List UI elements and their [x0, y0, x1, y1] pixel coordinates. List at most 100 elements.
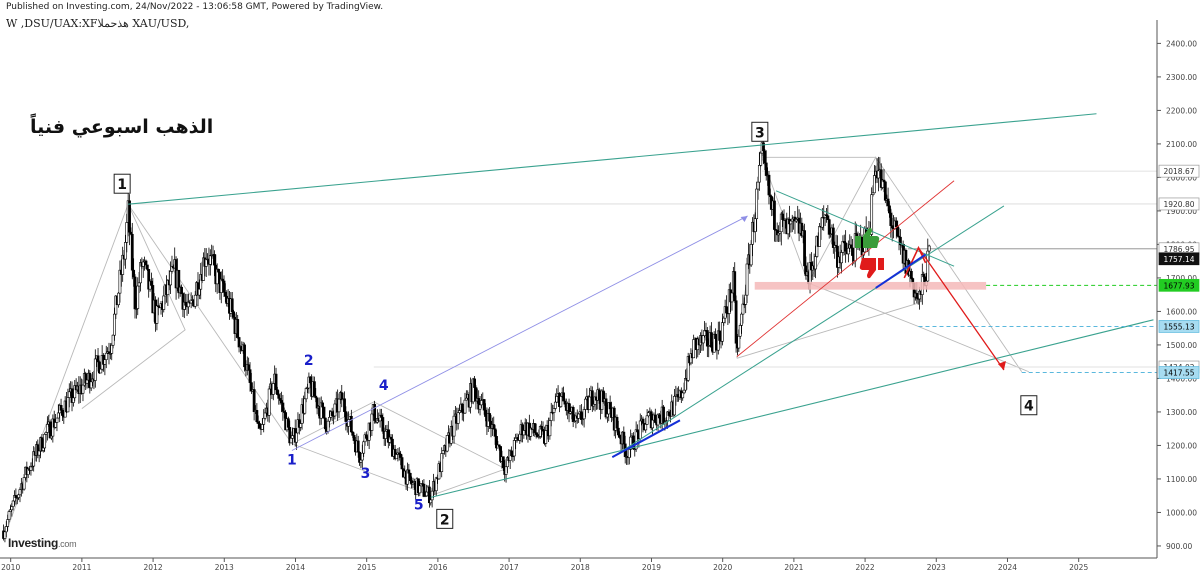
candle — [889, 212, 893, 226]
candle — [422, 483, 426, 497]
candle — [328, 416, 331, 422]
y-tick-label: 1200.00 — [1166, 441, 1197, 450]
wave-label-box — [113, 173, 131, 194]
candle — [295, 432, 298, 443]
candle — [110, 344, 114, 354]
candle — [597, 389, 601, 401]
candle — [701, 335, 705, 344]
x-tick-label: 2018 — [571, 563, 590, 572]
x-tick-label: 2014 — [286, 563, 305, 572]
candle — [330, 411, 334, 416]
candle — [773, 200, 776, 230]
candle — [478, 404, 482, 410]
candle — [281, 402, 285, 412]
candle — [641, 418, 645, 424]
candle — [137, 282, 141, 287]
y-tick-label: 2000.00 — [1166, 173, 1197, 182]
candle — [590, 390, 594, 407]
x-tick-label: 2022 — [856, 563, 875, 572]
candle — [237, 337, 241, 348]
candle — [304, 388, 308, 400]
price-tag — [1158, 252, 1200, 266]
candle — [45, 424, 49, 433]
guide-line — [127, 203, 293, 445]
candle — [434, 477, 438, 492]
projection-arrow — [291, 215, 748, 451]
candle — [93, 358, 97, 381]
candle — [831, 227, 835, 248]
candle — [103, 359, 107, 365]
candle — [407, 469, 411, 474]
candle — [579, 411, 583, 420]
candle — [767, 174, 771, 196]
candle — [125, 222, 129, 243]
candle — [544, 430, 548, 444]
candle — [271, 383, 275, 395]
price-tag — [1158, 197, 1200, 211]
candle — [145, 264, 149, 270]
candle — [616, 427, 620, 436]
candle — [289, 437, 293, 444]
y-tick-label: 900.00 — [1166, 542, 1192, 551]
candle — [738, 325, 742, 337]
candle — [653, 414, 657, 423]
candle — [549, 411, 553, 421]
candle — [4, 526, 8, 533]
candle — [827, 219, 831, 235]
candle — [276, 389, 279, 395]
candle — [89, 381, 93, 389]
candle — [418, 485, 422, 494]
candle — [370, 413, 374, 431]
candle — [886, 198, 890, 207]
candle — [258, 423, 262, 429]
minor-wave-label: 5 — [414, 498, 424, 514]
candle — [710, 332, 713, 348]
blue-trend-line — [611, 419, 681, 459]
wave-label: 4 — [1024, 399, 1034, 415]
candle — [3, 531, 7, 539]
candle — [262, 417, 266, 425]
candle — [482, 399, 486, 411]
candle — [705, 330, 709, 347]
candle — [734, 300, 738, 344]
price-tag — [1158, 320, 1200, 333]
candle — [7, 511, 11, 520]
candle — [308, 376, 312, 384]
candle — [844, 242, 848, 252]
candle — [563, 400, 567, 405]
candle — [222, 280, 226, 293]
x-tick-label: 2010 — [1, 563, 20, 572]
candle — [162, 295, 166, 310]
candle — [373, 404, 377, 421]
candle — [721, 322, 724, 342]
candle — [501, 456, 505, 468]
x-tick-label: 2023 — [927, 563, 946, 572]
candle — [267, 388, 271, 416]
candle — [577, 413, 581, 419]
x-tick-label: 2013 — [215, 563, 234, 572]
candle — [484, 409, 487, 417]
candle — [718, 330, 722, 341]
candle — [559, 396, 563, 407]
candle — [85, 379, 89, 384]
candle — [150, 280, 153, 286]
investing-logo: Investing.com — [8, 536, 77, 550]
candle — [763, 150, 767, 164]
candle — [323, 417, 327, 430]
candle — [6, 519, 10, 527]
y-tick-label: 1400.00 — [1166, 374, 1197, 383]
candle — [618, 434, 622, 438]
candle — [380, 414, 383, 418]
x-tick-label: 2011 — [72, 563, 91, 572]
candle — [326, 420, 330, 432]
candle — [56, 412, 60, 419]
forecast-arrowhead — [997, 361, 1006, 371]
candle — [230, 298, 234, 313]
candle — [818, 226, 822, 247]
guide-line — [875, 157, 1023, 372]
candle — [343, 398, 346, 412]
candle — [193, 294, 197, 307]
candle — [197, 288, 201, 296]
annotation-title: الذهب اسبوعي فنياً — [30, 116, 214, 138]
